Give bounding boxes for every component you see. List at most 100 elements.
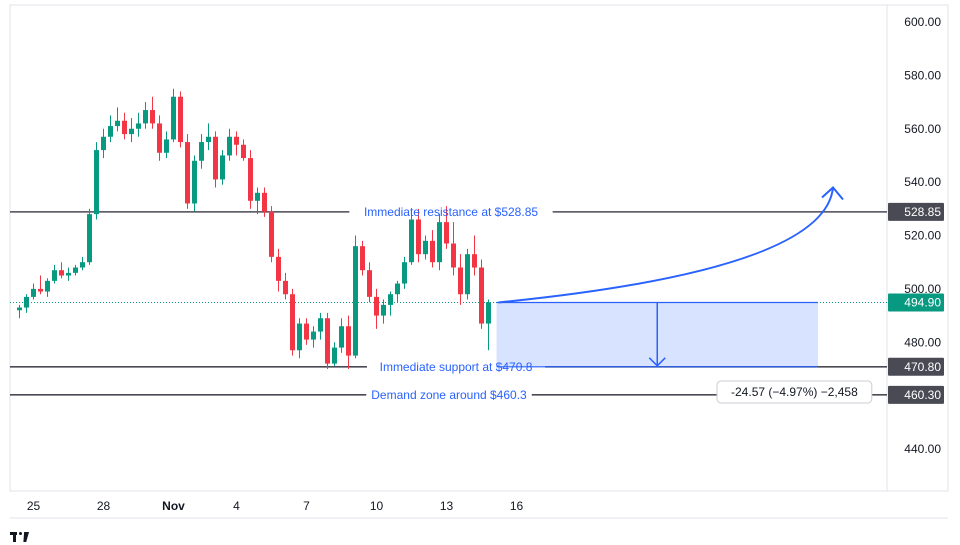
current-price-label: 494.90 xyxy=(904,295,941,309)
candle-body xyxy=(374,296,379,316)
level-badge xyxy=(888,357,944,376)
candle-body xyxy=(94,150,99,215)
date-tick-label: 28 xyxy=(97,499,111,513)
level-badge xyxy=(888,202,944,221)
candle-body xyxy=(458,267,463,295)
candle-body xyxy=(241,144,246,159)
measure-label: -24.57 (−4.97%) −2,458 xyxy=(731,385,858,399)
candle-body xyxy=(192,160,197,204)
candle-body xyxy=(325,318,330,364)
current-price-badge xyxy=(888,293,944,312)
level-text: Demand zone around $460.3 xyxy=(371,388,527,402)
price-tick-label: 580.00 xyxy=(904,68,941,82)
candle-body xyxy=(430,240,435,263)
candle-body xyxy=(178,96,183,143)
candle-body xyxy=(248,158,253,201)
candle-body xyxy=(339,326,344,348)
candle-body xyxy=(206,136,211,143)
candle-body xyxy=(73,267,78,273)
candle-body xyxy=(262,192,267,212)
candle-body xyxy=(185,142,190,204)
projection-arrow-head xyxy=(821,186,844,201)
candle-body xyxy=(143,110,148,124)
candle-body xyxy=(311,331,316,340)
price-tick-label: 540.00 xyxy=(904,175,941,189)
candle-body xyxy=(38,288,43,292)
candle-body xyxy=(297,323,302,351)
candle-body xyxy=(402,262,407,284)
date-tick-label: Nov xyxy=(162,499,185,513)
candle-body xyxy=(395,283,400,295)
candle-body xyxy=(353,246,358,356)
date-tick-label: 4 xyxy=(233,499,240,513)
candle-body xyxy=(451,243,456,268)
candle-body xyxy=(80,262,85,268)
tradingview-logo-icon xyxy=(10,532,30,542)
price-tick-label: 600.00 xyxy=(904,15,941,29)
candle-body xyxy=(227,136,232,156)
candle-body xyxy=(157,123,162,153)
candle-body xyxy=(332,347,337,364)
candle-body xyxy=(416,219,421,255)
candle-body xyxy=(479,267,484,324)
level-badge xyxy=(888,385,944,404)
candle-body xyxy=(318,318,323,332)
candle-body xyxy=(164,139,169,153)
candle-body xyxy=(360,246,365,271)
candle-body xyxy=(409,219,414,263)
candle-body xyxy=(87,214,92,263)
candle-body xyxy=(213,136,218,180)
candle-body xyxy=(17,307,22,311)
candle-body xyxy=(59,270,64,276)
level-text: Immediate support at $470.8 xyxy=(380,360,533,374)
candle-body xyxy=(423,240,428,255)
projection-curve xyxy=(498,187,834,304)
candle-body xyxy=(437,222,442,263)
candle-body xyxy=(171,96,176,140)
candle-body xyxy=(346,326,351,356)
level-badge-label: 528.85 xyxy=(904,205,941,219)
candle-body xyxy=(472,254,477,268)
level-text: Immediate resistance at $528.85 xyxy=(364,205,538,219)
candle-body xyxy=(255,192,260,201)
candle-body xyxy=(444,222,449,244)
date-tick-label: 25 xyxy=(27,499,41,513)
candle-body xyxy=(52,270,57,281)
candle-body xyxy=(367,270,372,297)
candle-body xyxy=(115,120,120,127)
candle-body xyxy=(465,254,470,295)
level-badge-label: 460.30 xyxy=(904,388,941,402)
candle-body xyxy=(199,142,204,161)
date-tick-label: 16 xyxy=(510,499,524,513)
measure-label-box xyxy=(716,380,873,404)
candle-body xyxy=(45,280,50,292)
candle-body xyxy=(486,302,491,324)
level-badge-label: 470.80 xyxy=(904,360,941,374)
candle-body xyxy=(31,288,36,297)
candle-body xyxy=(66,272,71,276)
candle-body xyxy=(136,123,141,129)
candle-body xyxy=(276,256,281,281)
candle-body xyxy=(122,120,127,135)
date-tick-label: 13 xyxy=(440,499,454,513)
candle-body xyxy=(129,128,134,135)
plot-frame xyxy=(9,4,949,492)
price-tick-label: 520.00 xyxy=(904,229,941,243)
price-tick-label: 500.00 xyxy=(904,282,941,296)
candle-body xyxy=(304,323,309,340)
candle-body xyxy=(381,304,386,316)
candle-body xyxy=(101,136,106,151)
candle-body xyxy=(234,136,239,145)
candle-body xyxy=(108,126,113,137)
date-tick-label: 10 xyxy=(370,499,384,513)
candle-body xyxy=(150,110,155,124)
date-tick-label: 7 xyxy=(303,499,310,513)
candle-body xyxy=(283,280,288,295)
price-tick-label: 560.00 xyxy=(904,122,941,136)
price-tick-label: 440.00 xyxy=(904,442,941,456)
candle-body xyxy=(220,155,225,180)
candle-body xyxy=(290,294,295,351)
candle-body xyxy=(269,211,274,257)
